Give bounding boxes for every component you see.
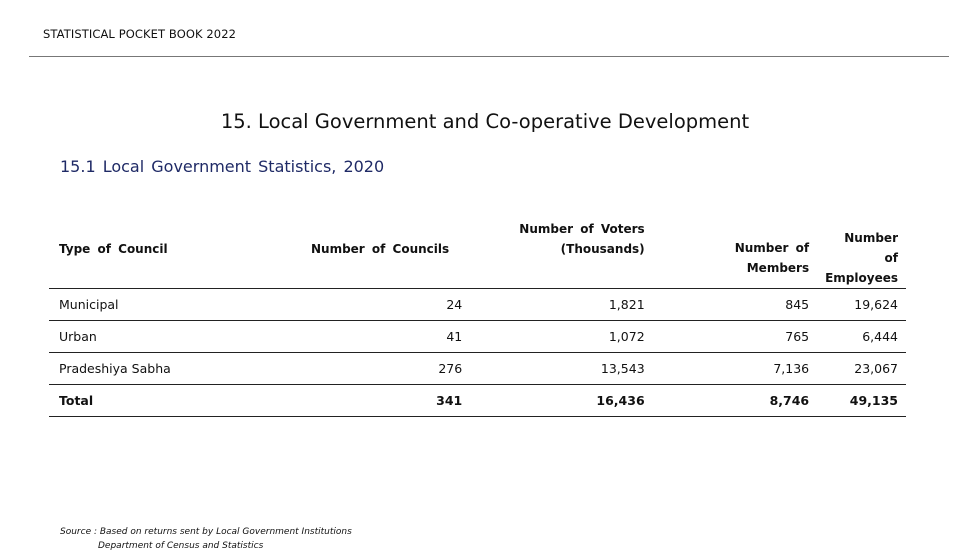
cell-councils: 24 [289, 288, 471, 321]
cell-employees: 19,624 [817, 288, 906, 321]
header-number-of-voters: Number of Voters (Thousands) [470, 210, 653, 289]
cell-voters: 1,821 [470, 288, 653, 321]
table-row: Urban 41 1,072 765 6,444 [49, 320, 906, 353]
total-councils: 341 [289, 384, 471, 417]
source-line1: Source : Based on returns sent by Local … [60, 527, 352, 537]
cell-voters: 1,072 [470, 320, 653, 353]
cell-councils: 276 [289, 352, 471, 385]
table-total-row: Total 341 16,436 8,746 49,135 [49, 384, 906, 417]
header-voters-line1: Number of Voters [519, 222, 645, 236]
header-employees-line2: Employees [825, 271, 898, 285]
local-government-table: Type of Council Number of Councils Numbe… [49, 210, 906, 417]
pocket-book-header: STATISTICAL POCKET BOOK 2022 [43, 27, 237, 41]
cell-type: Urban [49, 320, 290, 353]
header-number-of-members: Number of Members [652, 210, 818, 289]
chapter-title: 15. Local Government and Co-operative De… [220, 110, 750, 133]
cell-voters: 13,543 [470, 352, 653, 385]
cell-members: 845 [652, 288, 818, 321]
table-header-row: Type of Council Number of Councils Numbe… [49, 210, 906, 289]
total-employees: 49,135 [817, 384, 906, 417]
header-type-of-council: Type of Council [49, 210, 290, 289]
cell-members: 765 [652, 320, 818, 353]
header-employees-line1: Number of [844, 231, 898, 265]
header-voters-line2: (Thousands) [560, 242, 645, 256]
source-note: Source : Based on returns sent by Local … [60, 525, 352, 553]
section-title: 15.1 Local Government Statistics, 2020 [60, 157, 385, 176]
total-voters: 16,436 [470, 384, 653, 417]
cell-councils: 41 [289, 320, 471, 353]
header-members-line1: Number of [734, 241, 810, 255]
cell-employees: 6,444 [817, 320, 906, 353]
table-row: Pradeshiya Sabha 276 13,543 7,136 23,067 [49, 352, 906, 385]
header-number-of-employees: Number of Employees [817, 210, 906, 289]
source-line2: Department of Census and Statistics [98, 541, 264, 551]
header-number-of-councils: Number of Councils [289, 210, 471, 289]
cell-members: 7,136 [652, 352, 818, 385]
table-row: Municipal 24 1,821 845 19,624 [49, 288, 906, 321]
cell-type: Pradeshiya Sabha [49, 352, 290, 385]
cell-employees: 23,067 [817, 352, 906, 385]
header-members-line2: Members [746, 261, 810, 275]
total-label: Total [49, 384, 290, 417]
total-members: 8,746 [652, 384, 818, 417]
header-divider [29, 56, 949, 57]
cell-type: Municipal [49, 288, 290, 321]
